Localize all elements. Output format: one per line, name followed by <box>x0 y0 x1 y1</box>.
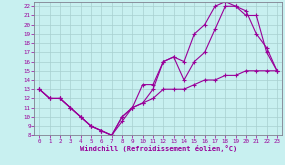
X-axis label: Windchill (Refroidissement éolien,°C): Windchill (Refroidissement éolien,°C) <box>80 145 237 152</box>
